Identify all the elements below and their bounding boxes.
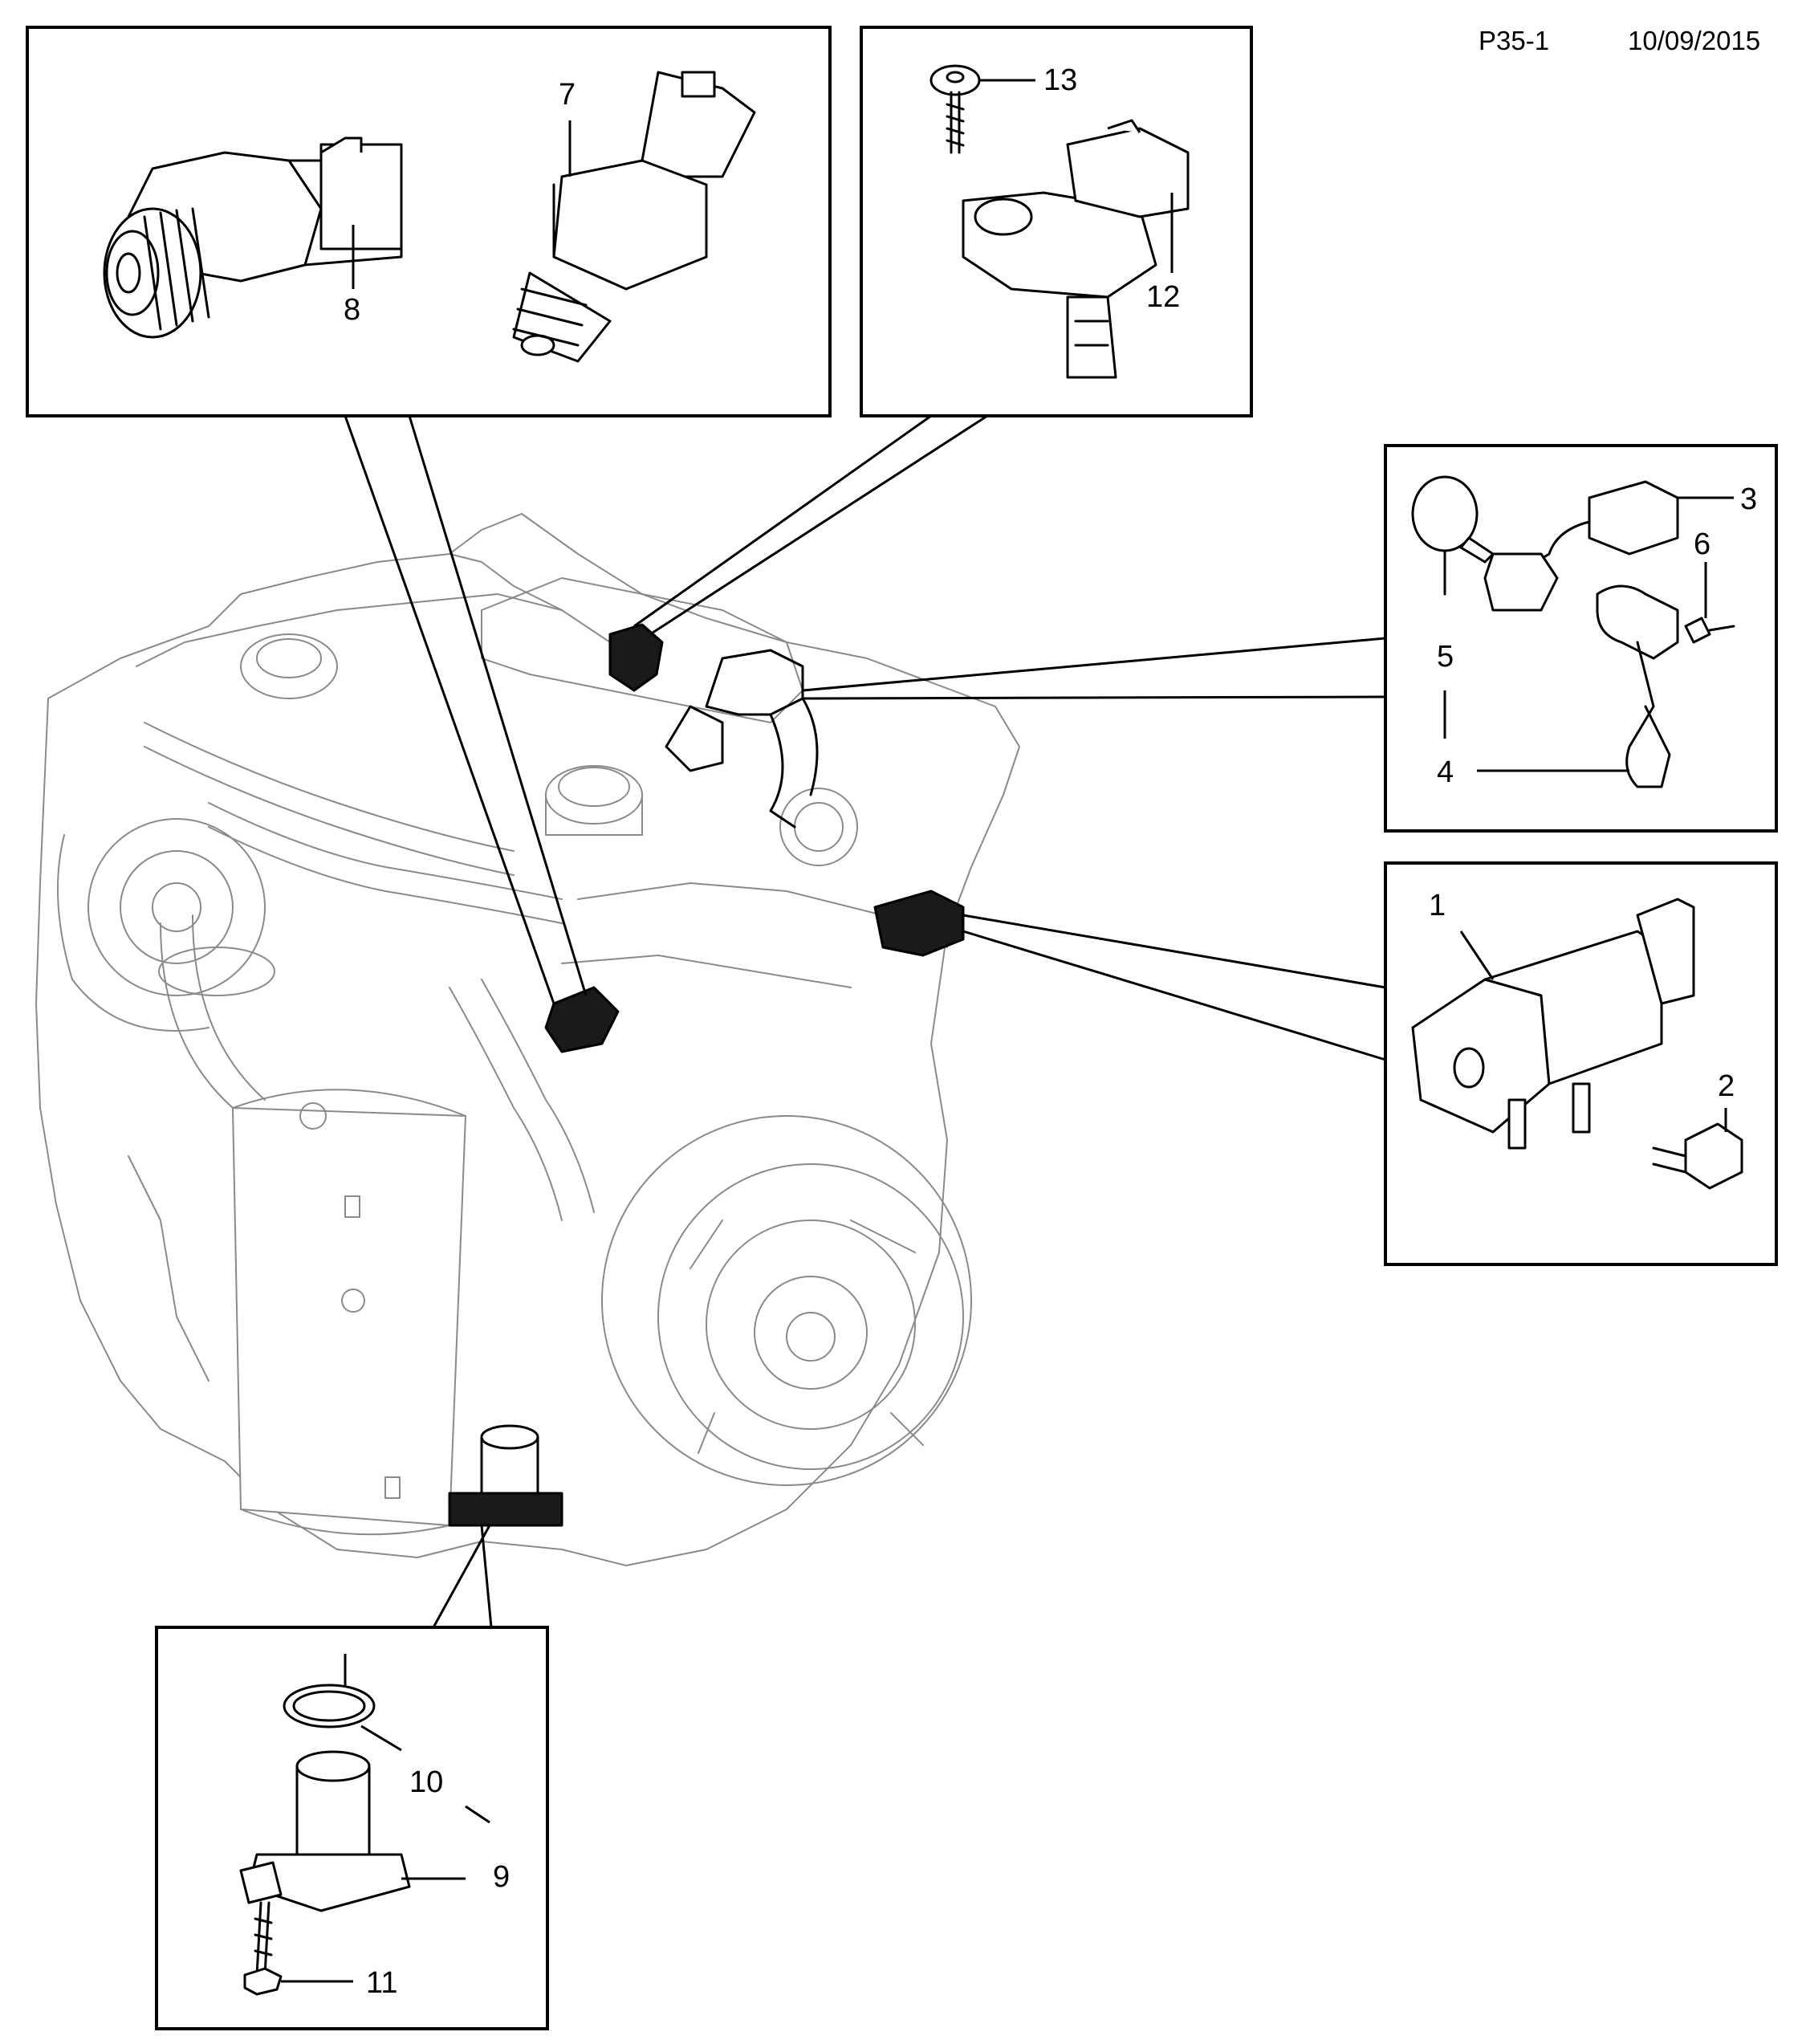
callout-7: 7 [559,78,576,112]
differential-pressure-sensor-1 [1411,898,1695,1150]
map-sensor-12 [962,119,1190,379]
bolt-6 [1684,562,1735,644]
engine-assembly [35,513,1020,1566]
callout-12: 12 [1146,280,1180,314]
bolt-2 [1652,1108,1743,1190]
callout-5: 5 [1437,640,1454,674]
callout-6: 6 [1694,527,1710,561]
cable-tie-5 [1411,475,1495,596]
bolt-11 [243,1901,353,1996]
installed-sensors [448,623,965,1527]
leader-lines [344,414,1386,1628]
harness-connector-3 [1483,480,1734,612]
oil-pressure-switch-7 [512,71,756,363]
callout-13: 13 [1043,63,1077,97]
screw-13 [929,64,1035,154]
oil-level-sensor-9 [239,1750,490,1912]
page-date: 10/09/2015 [1628,26,1761,55]
page-code: P35-1 [1479,26,1550,55]
callout-9: 9 [493,1860,510,1894]
callout-10: 10 [409,1765,443,1799]
callout-numbers: 1 2 3 4 5 6 7 8 9 10 11 12 13 [344,63,1757,2000]
seal-ring-10 [283,1654,402,1752]
bracket-4 [1477,584,1679,788]
callout-4: 4 [1437,755,1454,789]
callout-2: 2 [1718,1069,1735,1103]
callout-11: 11 [366,1966,397,2000]
callout-8: 8 [344,293,360,327]
detail-box-harness [1384,444,1778,833]
callout-3: 3 [1740,482,1757,516]
oil-pressure-switch-8 [103,136,403,339]
callout-1: 1 [1429,889,1446,922]
